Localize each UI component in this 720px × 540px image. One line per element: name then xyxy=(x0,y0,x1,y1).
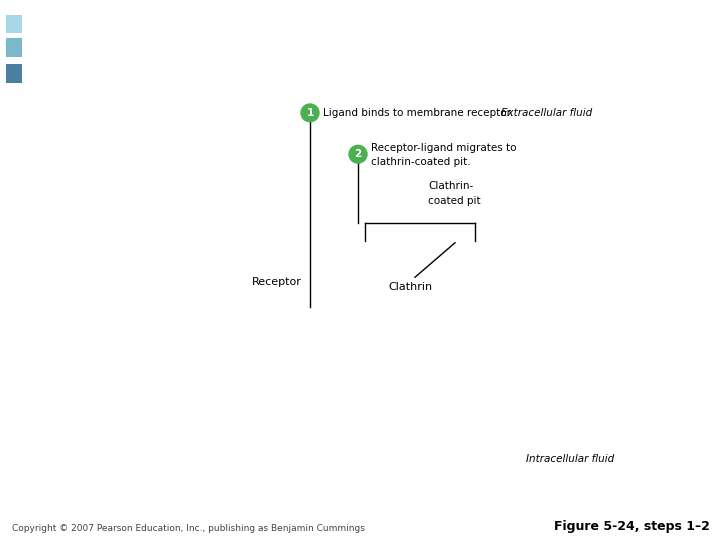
Text: Copyright © 2007 Pearson Education, Inc., publishing as Benjamin Cummings: Copyright © 2007 Pearson Education, Inc.… xyxy=(12,524,365,533)
Text: Clathrin-: Clathrin- xyxy=(428,181,473,191)
Text: 2: 2 xyxy=(354,149,361,159)
Text: Intracellular fluid: Intracellular fluid xyxy=(526,454,614,464)
Bar xyxy=(6,15,22,33)
Text: and Exocytosis: and Exocytosis xyxy=(37,52,259,78)
Text: Figure 5-24, steps 1–2: Figure 5-24, steps 1–2 xyxy=(554,520,710,533)
Circle shape xyxy=(301,104,319,122)
Text: coated pit: coated pit xyxy=(428,197,481,206)
Text: Clathrin: Clathrin xyxy=(388,282,432,292)
Bar xyxy=(6,38,22,57)
Bar xyxy=(6,64,22,83)
Text: Receptor-ligand migrates to: Receptor-ligand migrates to xyxy=(371,143,516,153)
Text: Receptor: Receptor xyxy=(252,277,302,287)
Circle shape xyxy=(349,145,367,163)
Text: Extracellular fluid: Extracellular fluid xyxy=(501,108,593,118)
Text: 1: 1 xyxy=(307,108,314,118)
Text: Ligand binds to membrane receptor.: Ligand binds to membrane receptor. xyxy=(323,108,513,118)
Text: Receptor-Mediated Endocytosis: Receptor-Mediated Endocytosis xyxy=(37,14,509,40)
Text: clathrin-coated pit.: clathrin-coated pit. xyxy=(371,157,471,167)
